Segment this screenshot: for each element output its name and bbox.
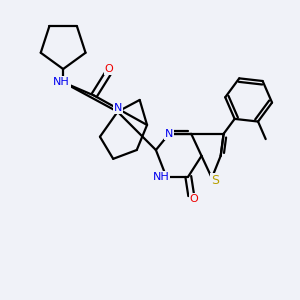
Text: N: N [113,103,122,113]
Text: NH: NH [53,77,70,87]
Text: O: O [104,64,113,74]
Text: S: S [211,174,219,188]
Text: NH: NH [152,172,169,182]
Text: N: N [165,129,173,139]
Text: O: O [190,194,199,204]
